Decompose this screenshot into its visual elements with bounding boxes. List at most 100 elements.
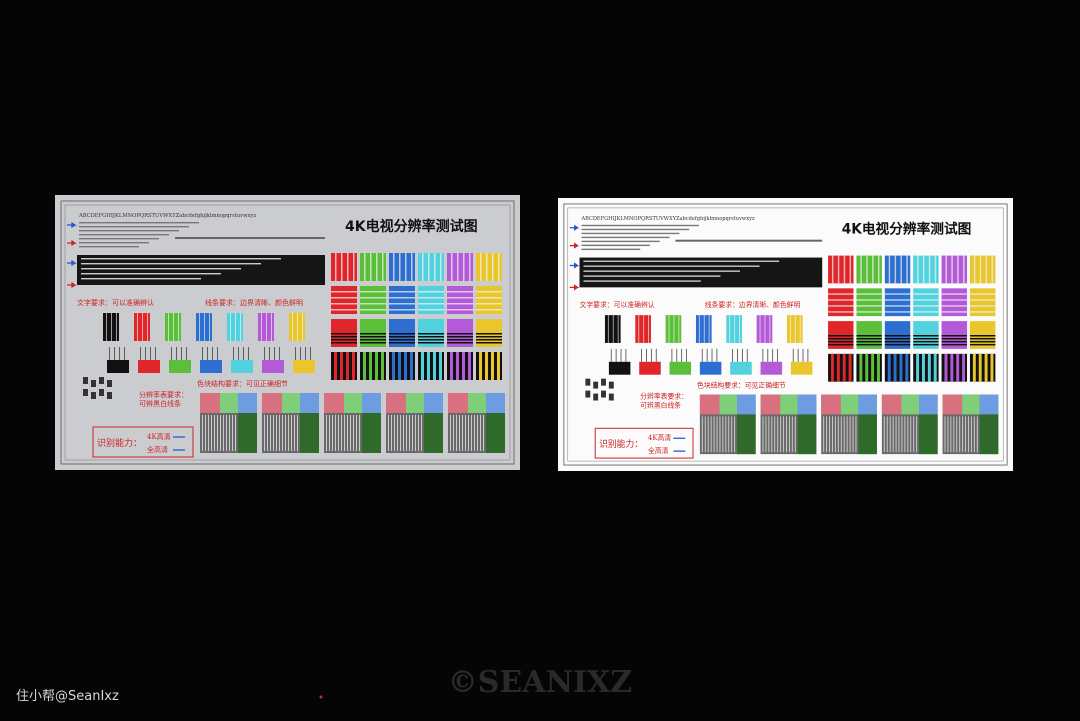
alphabet: ABCDEFGHIJKLMNOPQRSTUVWXYZabcdefghijklmn… — [78, 213, 256, 219]
stripe — [364, 253, 366, 281]
stripe — [447, 339, 473, 341]
stripe — [261, 313, 262, 341]
pattern-line — [477, 415, 478, 451]
tick-line — [625, 348, 627, 362]
stripe — [913, 340, 939, 343]
stripe — [476, 303, 502, 305]
pattern-color — [362, 393, 381, 413]
pattern-line — [388, 415, 389, 451]
stripe — [934, 255, 937, 284]
tick-line — [140, 347, 141, 360]
pattern-line — [276, 415, 277, 451]
pattern-color — [780, 394, 798, 415]
pattern-line — [406, 415, 407, 451]
fhd: 全高清 — [648, 446, 669, 455]
tick-line — [155, 347, 156, 360]
stripe — [944, 353, 948, 382]
pattern-line — [468, 415, 469, 451]
stripe — [335, 253, 337, 281]
pattern-line — [956, 416, 958, 453]
stripe — [933, 353, 937, 382]
stripe — [393, 253, 395, 281]
stripe — [346, 352, 349, 380]
tick-line — [186, 347, 187, 360]
tick-line — [762, 348, 764, 362]
uhd: 4K高清 — [147, 432, 171, 441]
pattern-line — [202, 415, 203, 451]
pattern-line — [220, 415, 221, 451]
res-block — [608, 381, 614, 389]
watermark: ©SEANIXZ — [448, 665, 632, 700]
stripe — [498, 253, 500, 281]
resolution-requirement: 分辨率表要求： — [139, 390, 188, 399]
stripe — [491, 352, 494, 380]
stripe — [884, 334, 911, 337]
tick-line — [802, 348, 804, 362]
stripe — [916, 353, 920, 382]
res-block — [593, 381, 599, 389]
stripe — [842, 353, 846, 382]
text-line — [79, 230, 179, 232]
pattern-line — [294, 415, 295, 451]
stripe — [729, 315, 731, 343]
stripe — [703, 315, 705, 343]
stripe — [433, 352, 436, 380]
pattern-line — [208, 415, 209, 451]
pattern-color — [821, 394, 841, 415]
tick-line — [610, 348, 612, 362]
stripe — [969, 305, 996, 307]
stripe — [872, 255, 874, 284]
stripe — [476, 291, 502, 293]
tick-line — [792, 348, 794, 362]
pattern-line — [326, 415, 327, 451]
stripe — [405, 253, 407, 281]
pattern-line — [270, 415, 271, 451]
text-line — [79, 242, 149, 244]
pattern-line — [719, 416, 721, 453]
stripe — [360, 309, 386, 311]
stripe — [884, 299, 911, 301]
pattern-line — [462, 415, 463, 451]
stripe — [876, 353, 880, 382]
pattern-line — [450, 415, 451, 451]
pattern-line — [910, 416, 912, 453]
stripe — [447, 333, 473, 335]
pattern-line — [297, 415, 298, 451]
stripe — [340, 352, 343, 380]
stripe — [969, 293, 996, 295]
tick-line — [176, 347, 177, 360]
arrow — [569, 284, 580, 291]
tick-line — [305, 347, 306, 360]
pattern-line — [783, 416, 785, 453]
tick-line — [238, 347, 239, 360]
pattern-line — [465, 415, 466, 451]
tick-line — [171, 347, 172, 360]
stripe — [389, 342, 415, 344]
stripe — [463, 253, 465, 281]
stripe — [360, 291, 386, 293]
pattern-line — [394, 415, 395, 451]
stripe — [418, 339, 444, 341]
stripe — [617, 315, 619, 343]
stripe — [334, 352, 337, 380]
stripe — [900, 255, 902, 284]
text-line — [79, 246, 139, 248]
tick-line — [741, 348, 743, 362]
pattern-line — [412, 415, 413, 451]
small-bar — [293, 360, 315, 373]
pattern-line — [829, 416, 831, 453]
pattern-line — [728, 416, 730, 453]
res-block — [585, 390, 591, 398]
stripe — [893, 353, 897, 382]
stripe — [698, 315, 700, 343]
pattern-line — [217, 415, 218, 451]
small-bar — [730, 361, 752, 375]
stripe — [399, 253, 401, 281]
stripe — [389, 336, 415, 338]
stripe — [331, 303, 357, 305]
pattern-line — [794, 416, 796, 453]
stripe — [360, 297, 386, 299]
stripe — [204, 313, 205, 341]
tick-line — [620, 348, 622, 362]
